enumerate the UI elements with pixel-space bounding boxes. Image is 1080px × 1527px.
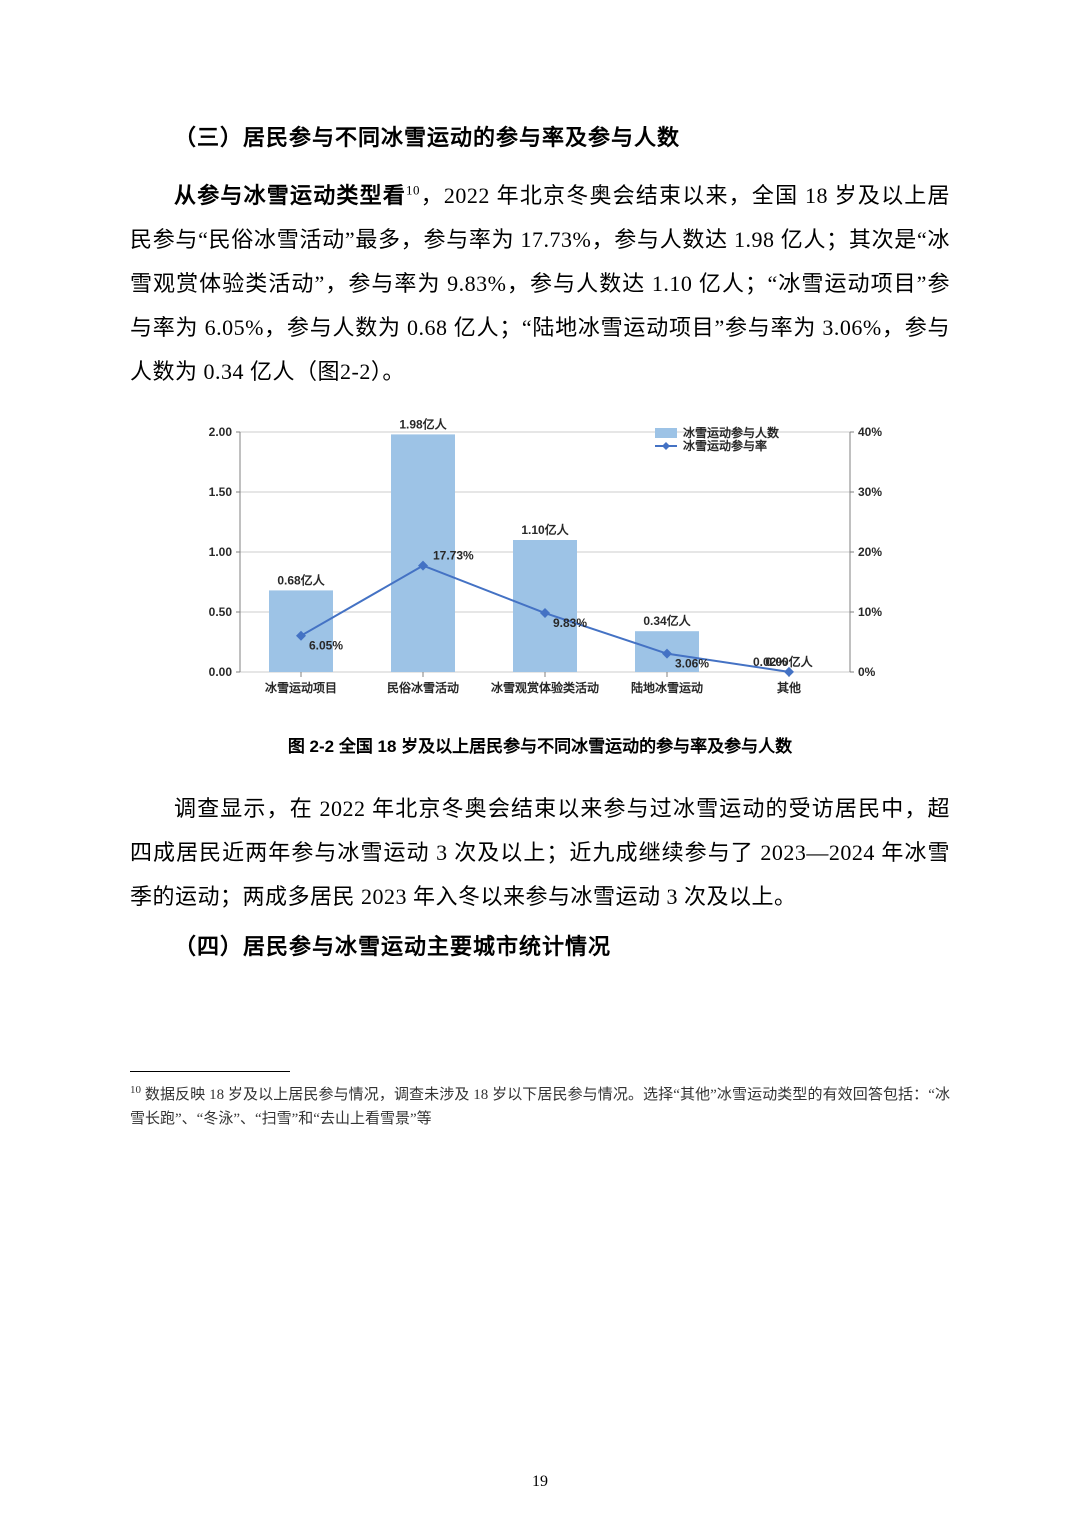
svg-text:陆地冰雪运动: 陆地冰雪运动 [631,680,703,695]
svg-text:1.00: 1.00 [209,545,233,559]
svg-text:20%: 20% [858,545,882,559]
svg-text:冰雪运动参与人数: 冰雪运动参与人数 [683,425,780,440]
svg-text:1.98亿人: 1.98亿人 [399,416,447,431]
svg-text:10%: 10% [858,605,882,619]
paragraph-2: 调查显示，在 2022 年北京冬奥会结束以来参与过冰雪运动的受访居民中，超四成居… [130,787,950,919]
svg-text:民俗冰雪活动: 民俗冰雪活动 [387,680,459,695]
chart-caption: 图 2-2 全国 18 岁及以上居民参与不同冰雪运动的参与率及参与人数 [130,732,950,757]
footnote-number: 10 [130,1084,141,1096]
svg-text:1.10亿人: 1.10亿人 [521,522,569,537]
svg-text:冰雪运动参与率: 冰雪运动参与率 [683,438,767,453]
svg-text:9.83%: 9.83% [553,616,587,630]
svg-text:0.68亿人: 0.68亿人 [277,572,325,587]
paragraph-1: 从参与冰雪运动类型看10，2022 年北京冬奥会结束以来，全国 18 岁及以上居… [130,174,950,394]
svg-text:40%: 40% [858,425,882,439]
svg-text:1.50: 1.50 [209,485,233,499]
svg-text:其他: 其他 [777,680,801,695]
footnote-separator [130,1071,290,1072]
chart-svg: 0.00 0.50 1.00 1.50 2.00 0% 10% 20% 30% 40% 0.68亿人… [180,412,900,722]
svg-text:0.02%: 0.02% [753,655,787,669]
svg-text:冰雪观赏体验类活动: 冰雪观赏体验类活动 [491,680,599,695]
svg-text:0.00: 0.00 [209,665,233,679]
figure-2-2: 0.00 0.50 1.00 1.50 2.00 0% 10% 20% 30% 40% 0.68亿人… [130,412,950,757]
para1-body: ，2022 年北京冬奥会结束以来，全国 18 岁及以上居民参与“民俗冰雪活动”最… [130,183,950,384]
svg-text:30%: 30% [858,485,882,499]
footnote-10: 10 数据反映 18 岁及以上居民参与情况，调查未涉及 18 岁以下居民参与情况… [130,1082,950,1131]
footnote-text: 数据反映 18 岁及以上居民参与情况，调查未涉及 18 岁以下居民参与情况。选择… [130,1087,950,1127]
svg-text:0.34亿人: 0.34亿人 [643,613,691,628]
svg-text:3.06%: 3.06% [675,657,709,671]
footnote-ref-10: 10 [406,183,420,198]
svg-text:0.50: 0.50 [209,605,233,619]
section-heading-4: （四）居民参与冰雪运动主要城市统计情况 [130,929,950,961]
page-number: 19 [0,1473,1080,1491]
svg-text:冰雪运动项目: 冰雪运动项目 [265,680,337,695]
section-heading-3: （三）居民参与不同冰雪运动的参与率及参与人数 [130,120,950,152]
chart-canvas: 0.00 0.50 1.00 1.50 2.00 0% 10% 20% 30% 40% 0.68亿人… [180,412,900,722]
svg-text:17.73%: 17.73% [433,549,474,563]
para1-lead: 从参与冰雪运动类型看 [174,183,406,208]
svg-text:2.00: 2.00 [209,425,233,439]
svg-text:0%: 0% [858,665,876,679]
svg-text:6.05%: 6.05% [309,639,343,653]
